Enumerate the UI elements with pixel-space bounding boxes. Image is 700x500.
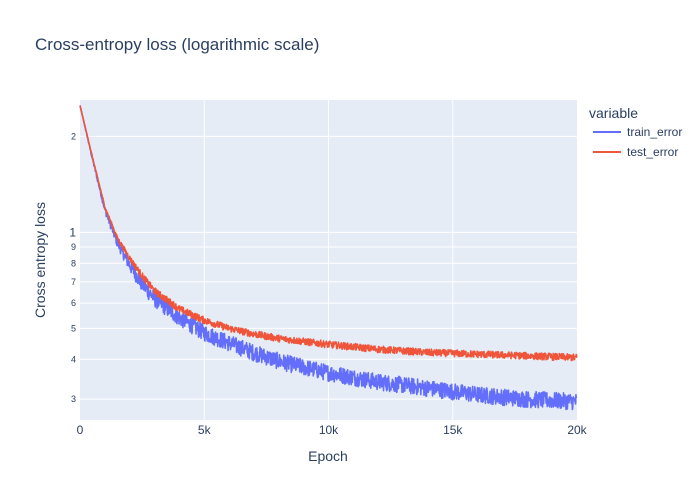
series-layer xyxy=(79,105,578,411)
y-tick-label: 2 xyxy=(71,131,76,141)
x-tick-label: 15k xyxy=(443,423,463,437)
y-tick-label: 9 xyxy=(71,242,76,252)
x-axis-ticks: 0 5k 10k 15k 20k xyxy=(77,423,588,437)
y-tick-label: 7 xyxy=(71,277,76,287)
legend-item-test_error[interactable]: test_error xyxy=(627,145,678,159)
y-tick-label: 3 xyxy=(71,394,76,404)
chart-title: Cross-entropy loss (logarithmic scale) xyxy=(35,35,319,54)
legend-item-train_error[interactable]: train_error xyxy=(627,125,682,139)
x-tick-label: 20k xyxy=(567,423,587,437)
y-tick-label: 1 xyxy=(69,225,76,239)
y-tick-label: 4 xyxy=(71,354,76,364)
x-axis-title: Epoch xyxy=(308,448,348,464)
y-tick-label: 8 xyxy=(71,258,76,268)
y-axis-title: Cross entropy loss xyxy=(32,202,48,318)
x-tick-label: 10k xyxy=(319,423,339,437)
y-axis-ticks: 3 4 5 6 7 8 9 1 2 xyxy=(69,131,76,404)
series-line-train_error[interactable] xyxy=(79,105,578,411)
legend-title: variable xyxy=(589,105,638,121)
gridlines xyxy=(80,100,577,420)
series-line-test_error[interactable] xyxy=(79,105,578,362)
y-tick-label: 6 xyxy=(71,298,76,308)
x-tick-label: 5k xyxy=(198,423,212,437)
x-tick-label: 0 xyxy=(77,423,84,437)
y-tick-label: 5 xyxy=(71,323,76,333)
legend: variable train_error test_error xyxy=(589,105,682,159)
